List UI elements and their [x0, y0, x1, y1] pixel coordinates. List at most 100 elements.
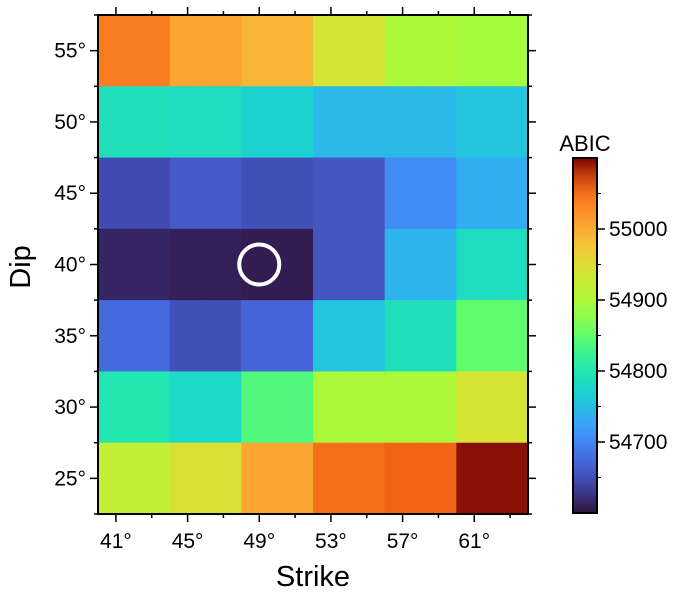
heatmap-cell	[169, 86, 207, 159]
heatmap-cell	[420, 442, 457, 515]
heatmap-cell	[313, 442, 350, 515]
heatmap-cell	[98, 15, 135, 87]
heatmap-cell	[420, 157, 457, 230]
heatmap-cell	[205, 300, 242, 373]
heatmap-cell	[384, 157, 422, 230]
y-tick-label: 50°	[54, 111, 86, 134]
colorbar-tick-label: 54900	[609, 289, 667, 312]
heatmap-cell	[241, 300, 278, 373]
heatmap-cell	[205, 442, 242, 515]
y-tick-labels: 55° 50° 45° 40° 35° 30° 25°	[54, 40, 86, 491]
heatmap-cell	[313, 15, 350, 87]
x-tick-labels: 41° 45° 49° 53° 57° 61°	[100, 530, 490, 553]
colorbar-ticks: 54700 54800 54900 55000	[597, 193, 667, 478]
heatmap-cell	[348, 86, 386, 159]
heatmap-cell	[277, 86, 314, 159]
heatmap-cell	[313, 228, 350, 301]
colorbar-title: ABIC	[559, 131, 610, 156]
heatmap-cell	[420, 86, 457, 159]
heatmap-cell	[241, 157, 278, 230]
heatmap-cell	[133, 300, 171, 373]
heatmap-cell	[384, 300, 422, 373]
x-axis-title: Strike	[276, 561, 350, 593]
x-tick-label: 57°	[387, 530, 419, 553]
heatmap-cell	[384, 15, 422, 87]
heatmap-cell	[384, 86, 422, 159]
heatmap-cell	[133, 442, 171, 515]
heatmap-cell	[456, 442, 493, 515]
heatmap-cell	[348, 371, 386, 444]
heatmap-cell	[384, 371, 422, 444]
heatmap-cell	[169, 228, 207, 301]
heatmap-cell	[241, 442, 278, 515]
heatmap-cell	[277, 442, 314, 515]
heatmap-cell	[384, 228, 422, 301]
heatmap-cell	[169, 300, 207, 373]
heatmap-cells	[98, 15, 529, 515]
heatmap-cell	[169, 15, 207, 87]
heatmap-cell	[98, 228, 135, 301]
heatmap-cell	[241, 371, 278, 444]
heatmap-cell	[313, 157, 350, 230]
heatmap-cell	[205, 371, 242, 444]
y-tick-label: 40°	[54, 254, 86, 277]
heatmap-cell	[456, 371, 493, 444]
heatmap-cell	[98, 442, 135, 515]
heatmap-cell	[348, 228, 386, 301]
heatmap-cell	[456, 157, 493, 230]
heatmap-cell	[492, 371, 529, 444]
x-tick-label: 41°	[100, 530, 132, 553]
heatmap-cell	[169, 371, 207, 444]
heatmap-cell	[133, 228, 171, 301]
heatmap-cell	[98, 86, 135, 159]
heatmap-cell	[277, 300, 314, 373]
heatmap-cell	[456, 300, 493, 373]
y-tick-label: 55°	[54, 40, 86, 63]
heatmap-cell	[348, 300, 386, 373]
heatmap-cell	[492, 442, 529, 515]
heatmap-cell	[420, 371, 457, 444]
y-axis-title: Dip	[5, 245, 37, 289]
heatmap-cell	[456, 86, 493, 159]
heatmap-cell	[98, 157, 135, 230]
heatmap-cell	[277, 228, 314, 301]
heatmap-cell	[313, 86, 350, 159]
heatmap-cell	[169, 442, 207, 515]
heatmap-cell	[313, 300, 350, 373]
x-tick-label: 45°	[172, 530, 204, 553]
heatmap-cell	[348, 442, 386, 515]
heatmap-cell	[277, 157, 314, 230]
heatmap-cell	[456, 15, 493, 87]
heatmap-cell	[241, 15, 278, 87]
heatmap-cell	[420, 300, 457, 373]
heatmap-cell	[348, 157, 386, 230]
heatmap-cell	[205, 157, 242, 230]
x-tick-label: 53°	[315, 530, 347, 553]
heatmap-cell	[98, 300, 135, 373]
heatmap-cell	[169, 157, 207, 230]
heatmap-cell	[98, 371, 135, 444]
y-tick-label: 30°	[54, 396, 86, 419]
heatmap-cell	[241, 228, 278, 301]
heatmap-cell	[205, 15, 242, 87]
x-tick-label: 49°	[243, 530, 275, 553]
colorbar-tick-label: 55000	[609, 218, 667, 241]
colorbar-tick-label: 54800	[609, 360, 667, 383]
y-tick-label: 25°	[54, 467, 86, 490]
heatmap-cell	[384, 442, 422, 515]
heatmap-cell	[133, 15, 171, 87]
heatmap-cell	[420, 15, 457, 87]
heatmap-cell	[492, 300, 529, 373]
axis-ticks	[90, 7, 536, 522]
colorbar-tick-label: 54700	[609, 431, 667, 454]
heatmap-cell	[133, 157, 171, 230]
heatmap-cell	[277, 371, 314, 444]
best-fit-marker	[237, 242, 282, 287]
heatmap-cell	[133, 86, 171, 159]
heatmap-cell	[241, 86, 278, 159]
heatmap-cell	[205, 228, 242, 301]
heatmap-cell	[133, 371, 171, 444]
heatmap-cell	[205, 86, 242, 159]
y-tick-label: 35°	[54, 325, 86, 348]
